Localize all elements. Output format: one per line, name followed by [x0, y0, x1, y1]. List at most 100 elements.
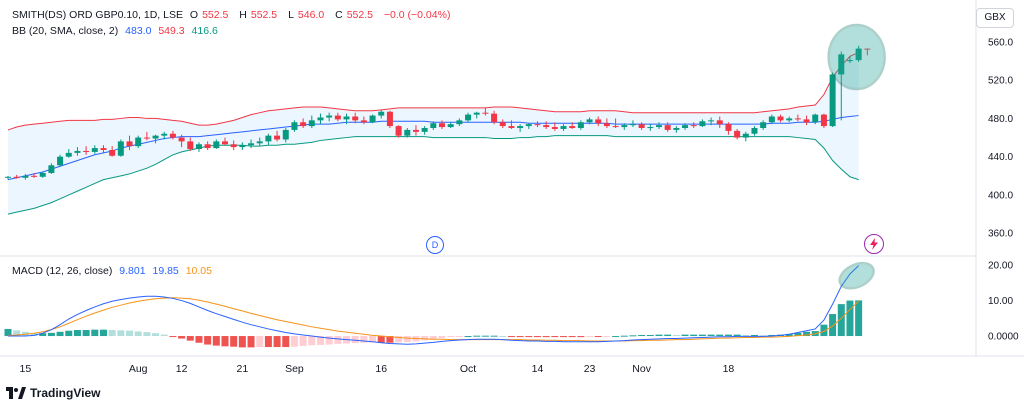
candle-body [525, 124, 532, 127]
macd-histogram-bar [542, 336, 550, 338]
macd-histogram-bar [750, 334, 758, 337]
macd-histogram-bar [577, 336, 585, 338]
highlight-circle-price [827, 23, 886, 91]
macd-histogram-bar [672, 334, 680, 337]
macd-histogram-bar [742, 334, 750, 337]
macd-histogram-bar [30, 333, 38, 337]
macd-histogram-bar [230, 336, 238, 347]
candle-body [742, 133, 749, 138]
candle-body [109, 150, 116, 156]
macd-signal-line [7, 297, 859, 342]
candle-body [577, 122, 584, 128]
low-value: L 546.0 [288, 9, 325, 21]
candle-body [326, 115, 333, 118]
candle-body [126, 141, 133, 147]
candle-body [465, 114, 472, 121]
candle-body [595, 119, 602, 124]
candle-body [586, 119, 593, 123]
macd-histogram-bar [724, 334, 732, 337]
candle-body [768, 116, 775, 123]
candle-body [274, 135, 281, 140]
candle-body [100, 148, 107, 150]
candle-body [621, 125, 628, 128]
macd-histogram-bar [716, 334, 724, 337]
candle-body [282, 129, 289, 140]
macd-histogram-bar [612, 336, 620, 338]
candle-body [5, 176, 11, 178]
macd-histogram-bar [212, 336, 220, 346]
macd-histogram-bar [733, 334, 741, 337]
macd-histogram-bar [108, 330, 116, 337]
candle-body [447, 124, 454, 128]
candle-body [300, 122, 307, 127]
candle-body [664, 125, 671, 130]
currency-button[interactable]: GBX [976, 8, 1014, 28]
bb-lower-line [7, 135, 859, 215]
macd-histogram-bar [464, 336, 472, 338]
candle-body [13, 176, 20, 178]
macd-histogram-bar [143, 332, 151, 337]
candle-body [135, 137, 142, 147]
candle-body [629, 124, 636, 126]
candle-body [395, 126, 402, 136]
candle-body [699, 121, 706, 127]
candle-body [22, 175, 29, 178]
price-tick-label: 520.0 [988, 76, 1013, 87]
candle-body [855, 48, 862, 61]
candle-body [508, 126, 515, 128]
candle-body [638, 124, 645, 128]
candle-body [248, 143, 255, 146]
macd-histogram-bar [490, 335, 498, 337]
macd-tick-label: 0.0000 [988, 332, 1019, 343]
macd-label[interactable]: MACD (12, 26, close) [12, 265, 113, 277]
macd-histogram-bar [447, 336, 455, 338]
candle-body [534, 124, 541, 126]
macd-histogram-bar [655, 334, 663, 337]
macd-histogram-bar [638, 334, 646, 337]
macd-histogram-bar [395, 336, 403, 343]
macd-histogram-bar [221, 336, 229, 347]
bb-label[interactable]: BB (20, SMA, close, 2) [12, 25, 119, 37]
candle-body [91, 148, 98, 152]
candle-body [569, 126, 576, 128]
dividend-marker[interactable]: D [426, 236, 444, 254]
macd-histogram-bar [369, 336, 377, 343]
candle-body [31, 175, 38, 177]
macd-histogram-bar [690, 334, 698, 337]
macd-tick-label: 10.00 [988, 296, 1013, 307]
candle-body [708, 120, 715, 122]
macd-histogram-bar [152, 333, 160, 337]
tradingview-logo-icon [6, 387, 26, 399]
candle-body [482, 112, 489, 114]
candle-body [820, 114, 827, 127]
earnings-marker[interactable] [864, 234, 884, 254]
macd-histogram-bar [91, 329, 99, 337]
candle-body [360, 120, 367, 123]
candle-body [803, 119, 810, 123]
macd-histogram-bar [178, 336, 186, 339]
macd-histogram-bar [360, 336, 368, 343]
candle-body [456, 120, 463, 125]
time-tick-label: 12 [176, 363, 188, 375]
candle-body [352, 116, 359, 121]
candle-body [491, 113, 498, 123]
time-tick-label: Aug [129, 363, 148, 375]
macd-histogram-bar [846, 300, 854, 337]
macd-histogram-bar [73, 330, 81, 337]
lightning-icon [870, 238, 878, 250]
candle-body [386, 111, 393, 127]
open-value: O 552.5 [189, 9, 229, 21]
macd-histogram-bar [117, 330, 125, 337]
candle-body [656, 125, 662, 128]
candle-body [543, 125, 550, 128]
candle-body [864, 48, 871, 50]
brand-logo[interactable]: TradingView [6, 386, 100, 400]
time-tick-label: Nov [632, 363, 651, 375]
macd-histogram-bar [794, 332, 802, 337]
symbol-label[interactable]: SMITH(DS) ORD GBP0.10, 1D, LSE [12, 9, 183, 21]
time-tick-label: Oct [460, 363, 476, 375]
macd-histogram-bar [403, 336, 411, 343]
macd-histogram-bar [56, 331, 64, 337]
